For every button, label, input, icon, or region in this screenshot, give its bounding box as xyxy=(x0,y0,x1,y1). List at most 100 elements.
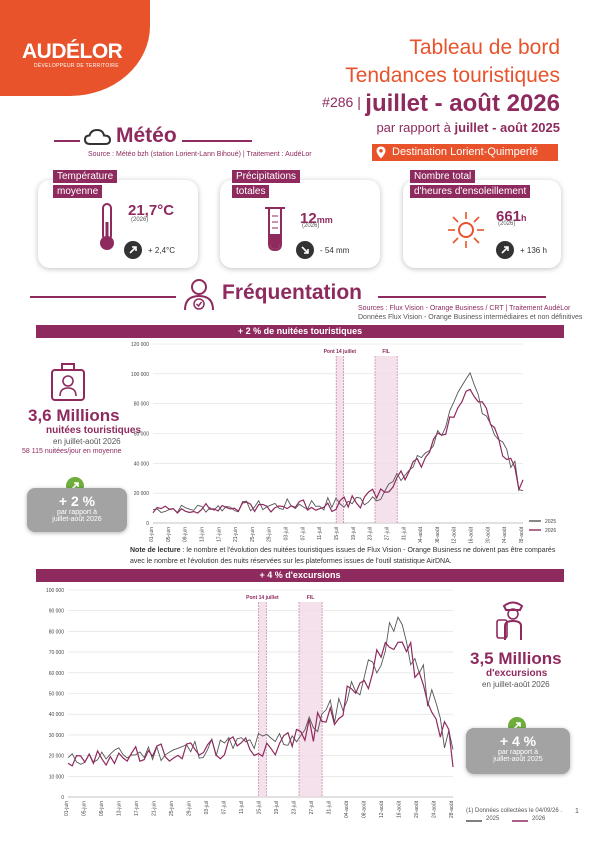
excursions-compare-line2: juillet-août 2025 xyxy=(493,756,543,763)
excursions-total: 3,5 Millions xyxy=(470,649,562,668)
nuitees-compare-line2: juillet-août 2026 xyxy=(52,516,102,523)
excursions-label: d'excursions xyxy=(486,668,548,679)
legend-label: 2026 xyxy=(545,528,556,534)
sunshine-delta: + 136 h xyxy=(520,246,547,255)
y-tick-label: 0 xyxy=(61,795,64,801)
x-tick-label: 04-août xyxy=(418,526,424,543)
precipitation-year: (2026) xyxy=(302,223,320,229)
title-period: #286 | juillet - août 2026 xyxy=(322,90,560,118)
hiker-icon xyxy=(496,601,524,640)
y-tick-label: 30 000 xyxy=(49,733,65,739)
title-line1: Tableau de bord xyxy=(409,36,560,59)
y-tick-label: 40 000 xyxy=(134,461,150,467)
sunshine-year: (2026) xyxy=(498,221,516,227)
precipitation-delta: - 54 mm xyxy=(320,246,350,255)
meteo-line-left xyxy=(54,140,80,142)
x-tick-label: 08-août xyxy=(435,526,441,543)
suitcase-person-icon xyxy=(51,363,85,401)
annotation-band xyxy=(375,356,398,523)
annotation-band xyxy=(336,356,344,523)
excursions-compare-card: + 4 % par rapport à juillet-août 2025 xyxy=(466,728,570,774)
nuitees-period: en juillet-août 2026 xyxy=(53,437,121,446)
annotation-band xyxy=(299,602,323,797)
x-tick-label: 07-juil xyxy=(222,801,228,814)
x-tick-label: 24-août xyxy=(432,800,438,818)
compare-period: juillet - août 2025 xyxy=(454,120,560,135)
x-tick-label: 28-août xyxy=(449,800,455,818)
y-tick-label: 70 000 xyxy=(49,650,65,656)
y-tick-label: 80 000 xyxy=(49,629,65,635)
nuitees-chart: 0 20 000 40 000 60 000 80 000 100 000 120 000 P… xyxy=(131,342,556,543)
x-tick-label: 23-juil xyxy=(368,527,374,540)
nuitees-band: + 2 % de nuitées touristiques xyxy=(36,325,564,338)
annotation-label: Pont 14 juillet xyxy=(246,595,279,601)
legend-2025: 2025 xyxy=(486,816,500,822)
y-tick-label: 10 000 xyxy=(49,774,65,780)
y-tick-label: 60 000 xyxy=(49,671,65,677)
x-tick-label: 08-août xyxy=(362,800,368,818)
x-tick-label: 25-juin xyxy=(169,801,175,816)
logo-tagline: DÉVELOPPEUR DE TERRITOIRE xyxy=(34,63,119,69)
precipitation-value: 12mm xyxy=(300,210,333,227)
y-tick-label: 20 000 xyxy=(49,754,65,760)
excursions-period: en juillet-août 2026 xyxy=(482,680,550,689)
arrow-up-right-icon xyxy=(124,241,142,259)
arrow-down-right-icon xyxy=(296,241,314,259)
y-tick-label: 80 000 xyxy=(134,402,150,408)
x-tick-label: 15-juil xyxy=(334,527,340,540)
y-tick-label: 100 000 xyxy=(46,588,64,594)
annotation-band xyxy=(258,602,267,797)
frequentation-title: Fréquentation xyxy=(222,281,362,304)
footer-collected: (1) Données collectées le 04/09/26 . xyxy=(466,808,563,814)
temperature-label-1: Température xyxy=(53,170,118,183)
x-tick-label: 21-juin xyxy=(233,527,239,542)
destination-badge: Destination Lorient-Quimperlé xyxy=(372,144,558,161)
page-number: 1 xyxy=(575,808,579,815)
nuitees-label: nuitées touristiques xyxy=(46,425,142,436)
x-tick-label: 05-juin xyxy=(82,801,88,816)
x-tick-label: 12-août xyxy=(452,526,458,543)
temperature-year: (2026) xyxy=(131,217,149,223)
compare-line: par rapport à juillet - août 2025 xyxy=(376,120,560,135)
thermometer-icon xyxy=(100,203,114,250)
meteo-line-right xyxy=(182,140,252,142)
y-tick-label: 20 000 xyxy=(134,491,150,497)
y-tick-label: 50 000 xyxy=(49,692,65,698)
temperature-value: 21,7°C xyxy=(128,202,175,219)
excursions-band: + 4 % d'excursions xyxy=(36,569,564,582)
visitor-check-icon xyxy=(184,279,214,311)
x-tick-label: 11-juil xyxy=(317,527,323,540)
logo: AUDÉLOR xyxy=(22,40,123,63)
precipitation-label-2: totales xyxy=(232,185,270,198)
x-tick-label: 13-juin xyxy=(199,527,205,542)
x-tick-label: 16-août xyxy=(397,800,403,818)
x-tick-label: 20-août xyxy=(414,800,420,818)
destination-label: Destination Lorient-Quimperlé xyxy=(392,146,539,158)
y-tick-label: 60 000 xyxy=(134,432,150,438)
sunshine-label-1: Nombre total xyxy=(410,170,476,183)
x-tick-label: 03-juil xyxy=(284,527,290,540)
x-tick-label: 01-juin xyxy=(64,801,70,816)
x-tick-label: 17-juin xyxy=(216,527,222,542)
nuitees-compare-card: + 2 % par rapport à juillet-août 2026 xyxy=(27,488,127,532)
x-tick-label: 29-juin xyxy=(187,801,193,816)
x-tick-label: 12-août xyxy=(379,800,385,818)
nuitees-compare-line1: par rapport à xyxy=(56,509,98,516)
frequentation-line-left xyxy=(30,296,176,298)
excursions-chart: 0 10 000 20 000 30 000 40 000 50 000 60 000 70 … xyxy=(46,588,455,818)
annotation-label: FIL xyxy=(307,595,315,601)
annotation-label: FIL xyxy=(382,349,390,355)
y-tick-label: 90 000 xyxy=(49,609,65,615)
x-tick-label: 28-août xyxy=(519,526,525,543)
note-line1: : le nombre et l'évolution des nuitées t… xyxy=(180,547,556,554)
x-tick-label: 13-juin xyxy=(117,801,123,816)
x-tick-label: 27-juil xyxy=(309,801,315,814)
period: juillet - août 2026 xyxy=(365,90,560,117)
sunshine-value: 661h xyxy=(496,208,527,225)
nuitees-compare-value: + 2 % xyxy=(58,493,96,509)
cloud-icon xyxy=(84,128,112,145)
x-tick-label: 17-juin xyxy=(134,801,140,816)
meteo-title: Météo xyxy=(116,124,177,147)
x-tick-label: 05-juin xyxy=(166,527,172,542)
series-line-2026 xyxy=(152,388,524,514)
